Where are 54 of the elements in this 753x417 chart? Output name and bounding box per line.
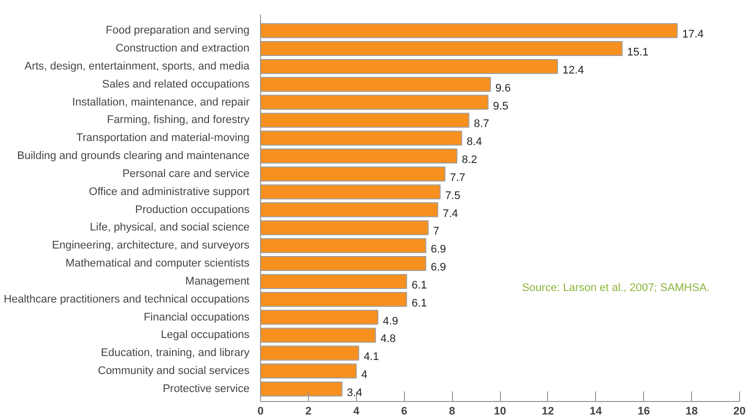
data-label: 3.4 [346, 386, 362, 399]
data-label: 7.4 [442, 208, 458, 220]
y-tick-label: Life, physical, and social science [90, 222, 250, 234]
data-label: 6.1 [412, 279, 427, 292]
y-tick-label: Mathematical and computer scientists [65, 258, 250, 270]
y-tick-label: Education, training, and library [100, 347, 250, 360]
y-tick-label: Community and social services [98, 365, 250, 378]
y-tick-label: Healthcare practitioners and technical occupations [4, 293, 250, 306]
y-tick-label: Financial occupations [144, 311, 250, 324]
y-tick-label: Office and administrative support [88, 186, 250, 198]
x-tick-label: 2 [305, 406, 312, 417]
data-label: 9.6 [495, 82, 511, 94]
data-label: 4.9 [382, 315, 398, 328]
x-tick-label: 6 [401, 406, 408, 417]
y-tick-label: Transportation and material-moving [76, 132, 250, 144]
x-tick-label: 8 [449, 406, 456, 417]
y-tick-label: Construction and extraction [116, 42, 250, 55]
x-tick-label: 4 [353, 406, 360, 417]
x-tick-label: 12 [542, 406, 554, 417]
x-tick-label: 18 [685, 406, 698, 417]
data-label: 12.4 [562, 64, 584, 76]
y-tick-label: Farming, fishing, and forestry [107, 114, 250, 126]
y-tick-label: Installation, maintenance, and repair [72, 96, 250, 108]
data-label: 6.1 [412, 297, 427, 310]
data-label: 4 [361, 369, 368, 382]
data-label: 7 [433, 226, 440, 238]
y-tick-label: Legal occupations [160, 329, 250, 342]
annotation: Source: Larson et al., 2007; SAMHSA. [522, 282, 710, 294]
y-tick-label: Management [185, 275, 250, 288]
data-label: 7.5 [445, 190, 460, 202]
x-tick-label: 16 [638, 406, 650, 417]
data-label: 6.9 [430, 244, 446, 256]
data-label: 9.5 [493, 100, 508, 112]
y-tick-label: Engineering, architecture, and surveyors [52, 240, 250, 252]
y-tick-label: Sales and related occupations [102, 78, 250, 90]
x-tick-label: 0 [257, 406, 264, 417]
data-label: 8.7 [474, 118, 490, 130]
data-label: 17.4 [682, 28, 704, 41]
y-tick-label: Protective service [162, 382, 250, 395]
y-tick-label: Building and grounds clearing and maintenance [17, 150, 250, 162]
x-tick-label: 14 [590, 406, 603, 417]
data-label: 6.9 [430, 262, 446, 274]
y-tick-label: Production occupations [135, 204, 250, 216]
data-label: 8.4 [466, 136, 482, 148]
y-tick-label: Food preparation and serving [106, 24, 250, 37]
x-tick-label: 20 [733, 406, 746, 417]
data-label: 4.8 [380, 333, 396, 346]
data-label: 8.2 [462, 154, 478, 166]
y-tick-label: Personal care and service [122, 168, 250, 180]
data-label: 15.1 [627, 46, 649, 59]
x-tick-label: 10 [494, 406, 506, 417]
y-tick-label: Arts, design, entertainment, sports, and media [24, 60, 250, 72]
data-label: 7.7 [450, 172, 466, 184]
data-label: 4.1 [364, 351, 379, 364]
